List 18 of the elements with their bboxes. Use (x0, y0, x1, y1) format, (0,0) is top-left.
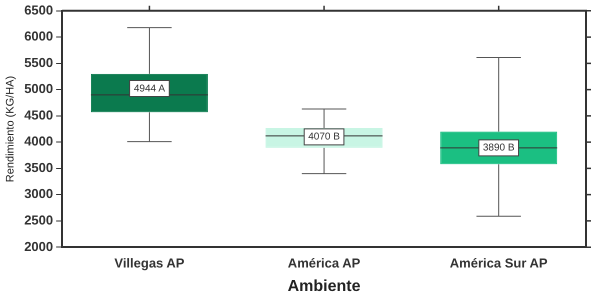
y-tick-label: 5500 (24, 54, 54, 70)
annotation: 3890 B (482, 142, 515, 154)
y-tick-label: 6500 (24, 2, 54, 18)
annotation: 4944 A (134, 83, 166, 94)
y-axis-title: Rendimiento (KG/HA) (4, 76, 17, 182)
y-tick-label: 3000 (24, 186, 54, 202)
y-tick-label: 5000 (24, 81, 54, 96)
x-axis-title: Ambiente (288, 278, 361, 295)
y-tick-label: 6000 (24, 28, 54, 44)
y-tick-label: 4000 (24, 134, 54, 149)
x-tick-label: Villegas AP (114, 256, 185, 271)
y-tick-label: 4500 (24, 107, 54, 122)
x-tick-label: América Sur AP (450, 256, 548, 271)
y-tick-label: 2000 (24, 238, 54, 254)
y-tick-label: 3500 (24, 160, 54, 175)
x-tick-label: América AP (288, 256, 361, 271)
y-tick-label: 2500 (24, 212, 54, 228)
annotation: 4070 B (308, 132, 340, 143)
